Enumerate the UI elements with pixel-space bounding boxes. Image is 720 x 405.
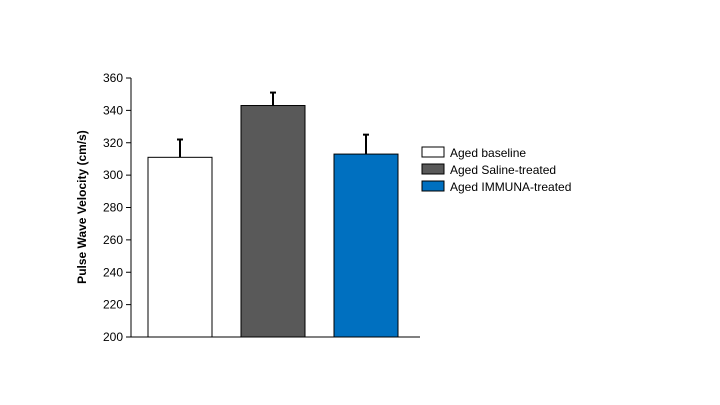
legend-label: Aged Saline-treated <box>450 163 556 177</box>
y-axis: 200 220 240 260 280 300 320 340 360 <box>103 71 132 344</box>
y-tick-label: 360 <box>103 71 123 85</box>
y-tick-label: 260 <box>103 233 123 247</box>
y-tick-label: 280 <box>103 201 123 215</box>
y-tick-label: 220 <box>103 298 123 312</box>
legend-label: Aged IMMUNA-treated <box>450 180 571 194</box>
legend-swatch <box>421 146 445 158</box>
y-tick-label: 320 <box>103 136 123 150</box>
y-axis-title: Pulse Wave Velocity (cm/s) <box>75 130 89 284</box>
legend-swatch <box>421 180 445 192</box>
y-tick-label: 340 <box>103 103 123 117</box>
y-tick-label: 240 <box>103 265 123 279</box>
bar <box>333 153 399 338</box>
y-tick-label: 200 <box>103 330 123 344</box>
bars <box>147 91 399 338</box>
bar <box>240 105 306 338</box>
bar <box>147 156 213 338</box>
legend-label: Aged baseline <box>450 146 526 160</box>
legend: Aged baseline Aged Saline-treated Aged IMM… <box>421 146 571 194</box>
legend-swatch <box>421 163 445 175</box>
y-tick-label: 300 <box>103 168 123 182</box>
